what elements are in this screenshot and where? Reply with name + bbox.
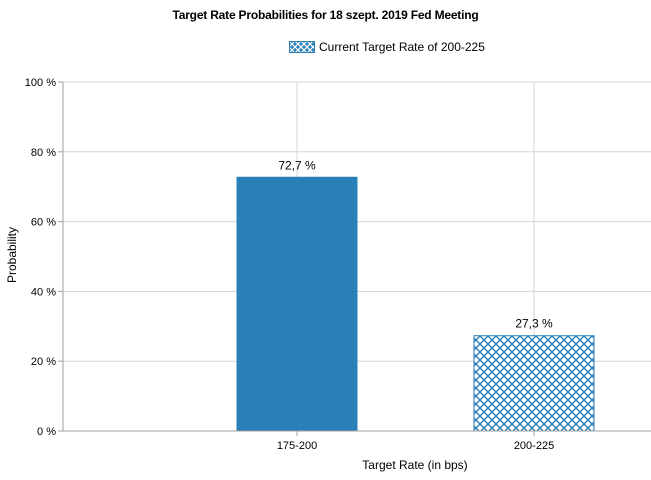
y-tick-label: 80 % bbox=[31, 147, 56, 159]
data-label: 27,3 % bbox=[515, 317, 553, 331]
data-label: 72,7 % bbox=[278, 158, 316, 172]
legend-swatch bbox=[289, 41, 315, 53]
x-axis-title: Target Rate (in bps) bbox=[362, 458, 468, 472]
y-tick-label: 100 % bbox=[25, 77, 56, 89]
bar-200-225 bbox=[473, 335, 595, 432]
y-tick-label: 60 % bbox=[31, 217, 56, 229]
y-tick-label: 20 % bbox=[31, 356, 56, 368]
x-tick-label: 175-200 bbox=[277, 440, 317, 452]
chart-title: Target Rate Probabilities for 18 szept. … bbox=[172, 8, 479, 22]
legend-label: Current Target Rate of 200-225 bbox=[319, 40, 485, 54]
bar-175-200 bbox=[236, 176, 358, 432]
legend: Current Target Rate of 200-225 bbox=[289, 40, 485, 54]
y-tick-label: 0 % bbox=[37, 426, 56, 438]
x-tick-label: 200-225 bbox=[514, 440, 554, 452]
y-tick-label: 40 % bbox=[31, 286, 56, 298]
